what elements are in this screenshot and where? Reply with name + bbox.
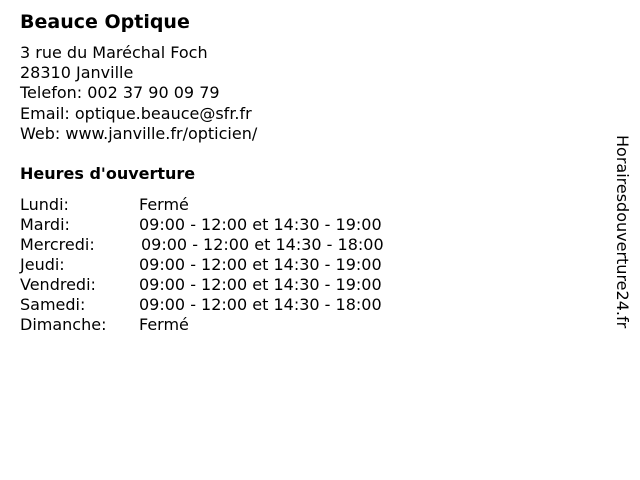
day: Mercredi:	[20, 235, 95, 254]
address-city: 28310 Janville	[20, 63, 134, 83]
email: Email: optique.beauce@sfr.fr	[20, 103, 252, 123]
address-street: 3 rue du Maréchal Foch	[20, 43, 208, 62]
business-name: Beauce Optique	[20, 11, 190, 33]
website: Web: www.janville.fr/opticien/	[20, 123, 258, 143]
time: 09:00 - 12:00 et 14:30 - 18:00	[141, 235, 384, 254]
side-watermark-text: Horairesdouverture24.fr	[613, 135, 632, 329]
contact-block: 3 rue du Maréchal Foch 28310 Janville Te…	[20, 43, 257, 144]
day: Dimanche:	[20, 315, 107, 334]
time: 09:00 - 12:00 et 14:30 - 19:00	[139, 275, 382, 294]
phone: Telefon: 002 37 90 09 79	[20, 83, 220, 103]
day: Mardi:	[20, 215, 70, 234]
time: Fermé	[139, 195, 189, 214]
day: Lundi:	[20, 195, 69, 214]
time: Fermé	[139, 315, 189, 334]
time: 09:00 - 12:00 et 14:30 - 19:00	[139, 255, 382, 274]
time: 09:00 - 12:00 et 14:30 - 18:00	[139, 295, 382, 314]
day: Jeudi:	[20, 255, 65, 274]
hours-title: Heures d'ouverture	[20, 164, 196, 183]
day: Samedi:	[20, 295, 86, 314]
day: Vendredi:	[20, 275, 96, 294]
time: 09:00 - 12:00 et 14:30 - 19:00	[139, 215, 382, 234]
